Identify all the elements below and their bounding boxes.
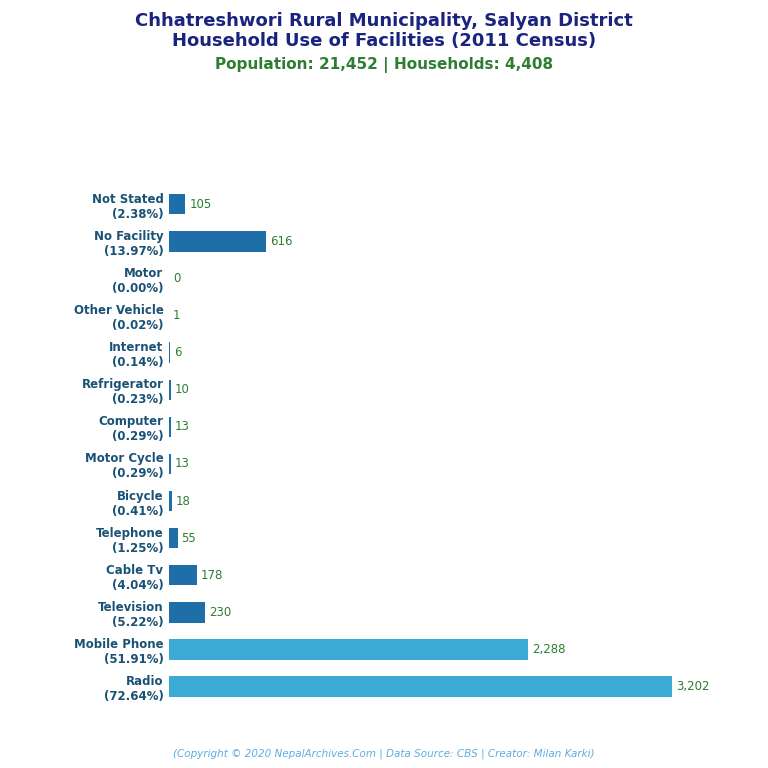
Text: 6: 6 <box>174 346 181 359</box>
Text: 2,288: 2,288 <box>532 643 566 656</box>
Bar <box>169 528 177 548</box>
Bar <box>169 677 672 697</box>
Bar <box>169 194 185 214</box>
Bar <box>169 417 171 437</box>
Bar <box>169 491 172 511</box>
Text: 0: 0 <box>173 272 180 285</box>
Bar <box>169 639 528 660</box>
Text: (Copyright © 2020 NepalArchives.Com | Data Source: CBS | Creator: Milan Karki): (Copyright © 2020 NepalArchives.Com | Da… <box>174 748 594 759</box>
Bar <box>169 602 205 623</box>
Bar <box>169 231 266 252</box>
Text: 230: 230 <box>209 606 231 619</box>
Bar <box>169 379 170 400</box>
Text: 13: 13 <box>175 458 190 471</box>
Text: 18: 18 <box>176 495 190 508</box>
Bar <box>169 565 197 585</box>
Text: 55: 55 <box>181 531 197 545</box>
Text: 1: 1 <box>173 309 180 322</box>
Text: 10: 10 <box>174 383 190 396</box>
Bar <box>169 343 170 363</box>
Text: Chhatreshwori Rural Municipality, Salyan District: Chhatreshwori Rural Municipality, Salyan… <box>135 12 633 29</box>
Text: 13: 13 <box>175 420 190 433</box>
Text: 3,202: 3,202 <box>676 680 709 693</box>
Text: 616: 616 <box>270 235 292 248</box>
Text: 178: 178 <box>201 569 223 582</box>
Bar <box>169 454 171 474</box>
Text: Household Use of Facilities (2011 Census): Household Use of Facilities (2011 Census… <box>172 32 596 50</box>
Text: Population: 21,452 | Households: 4,408: Population: 21,452 | Households: 4,408 <box>215 57 553 73</box>
Text: 105: 105 <box>190 198 212 210</box>
